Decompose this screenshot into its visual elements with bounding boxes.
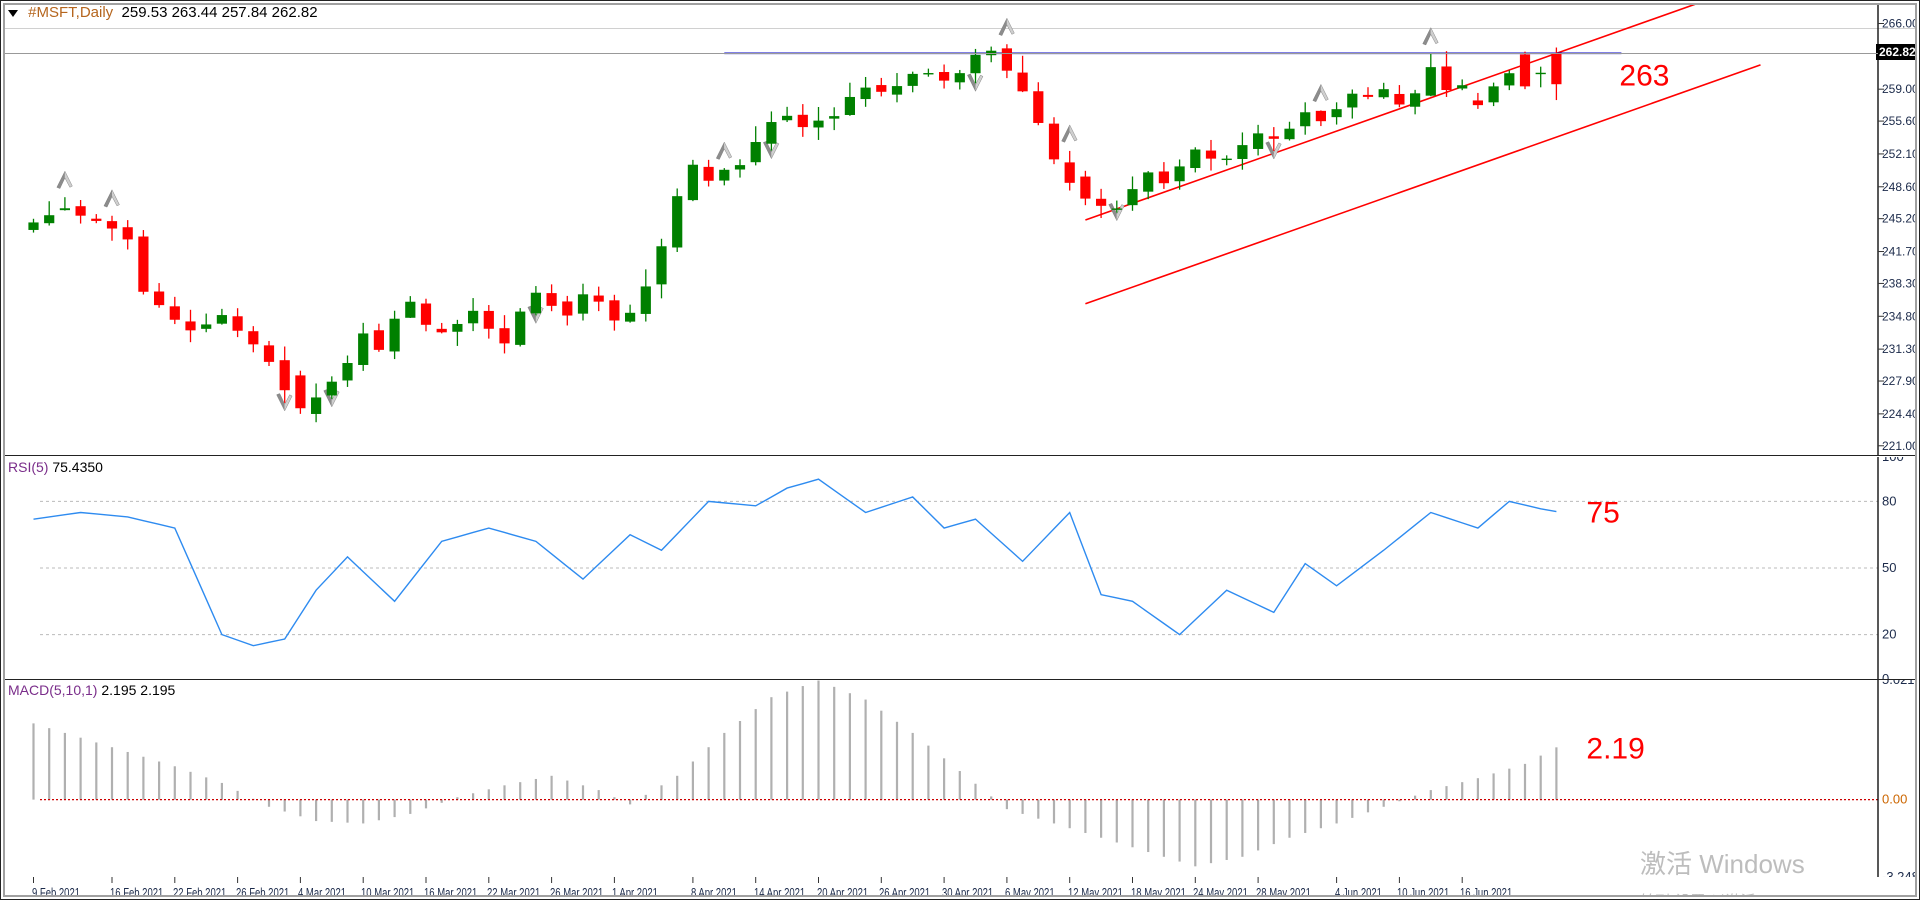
svg-text:241.70: 241.70 [1882, 245, 1919, 259]
svg-text:2.19: 2.19 [1586, 732, 1644, 765]
svg-text:227.90: 227.90 [1882, 374, 1919, 388]
svg-text:234.80: 234.80 [1882, 309, 1919, 323]
svg-text:231.30: 231.30 [1882, 342, 1919, 356]
svg-text:100: 100 [1882, 457, 1904, 464]
svg-text:245.20: 245.20 [1882, 212, 1919, 226]
svg-text:238.30: 238.30 [1882, 276, 1919, 290]
svg-text:50: 50 [1882, 560, 1896, 575]
svg-text:252.10: 252.10 [1882, 147, 1919, 161]
svg-text:0.00: 0.00 [1882, 792, 1907, 807]
svg-text:0: 0 [1882, 671, 1889, 679]
svg-text:221.00: 221.00 [1882, 439, 1919, 453]
svg-text:255.60: 255.60 [1882, 114, 1919, 128]
svg-text:224.40: 224.40 [1882, 407, 1919, 421]
svg-text:75: 75 [1586, 497, 1619, 530]
svg-text:263: 263 [1619, 59, 1669, 92]
svg-text:248.60: 248.60 [1882, 180, 1919, 194]
svg-text:5.021: 5.021 [1882, 680, 1915, 687]
svg-text:259.00: 259.00 [1882, 82, 1919, 96]
svg-text:266.00: 266.00 [1882, 17, 1919, 31]
svg-text:20: 20 [1882, 627, 1896, 642]
svg-text:-3.248: -3.248 [1882, 869, 1919, 877]
svg-text:80: 80 [1882, 493, 1896, 508]
